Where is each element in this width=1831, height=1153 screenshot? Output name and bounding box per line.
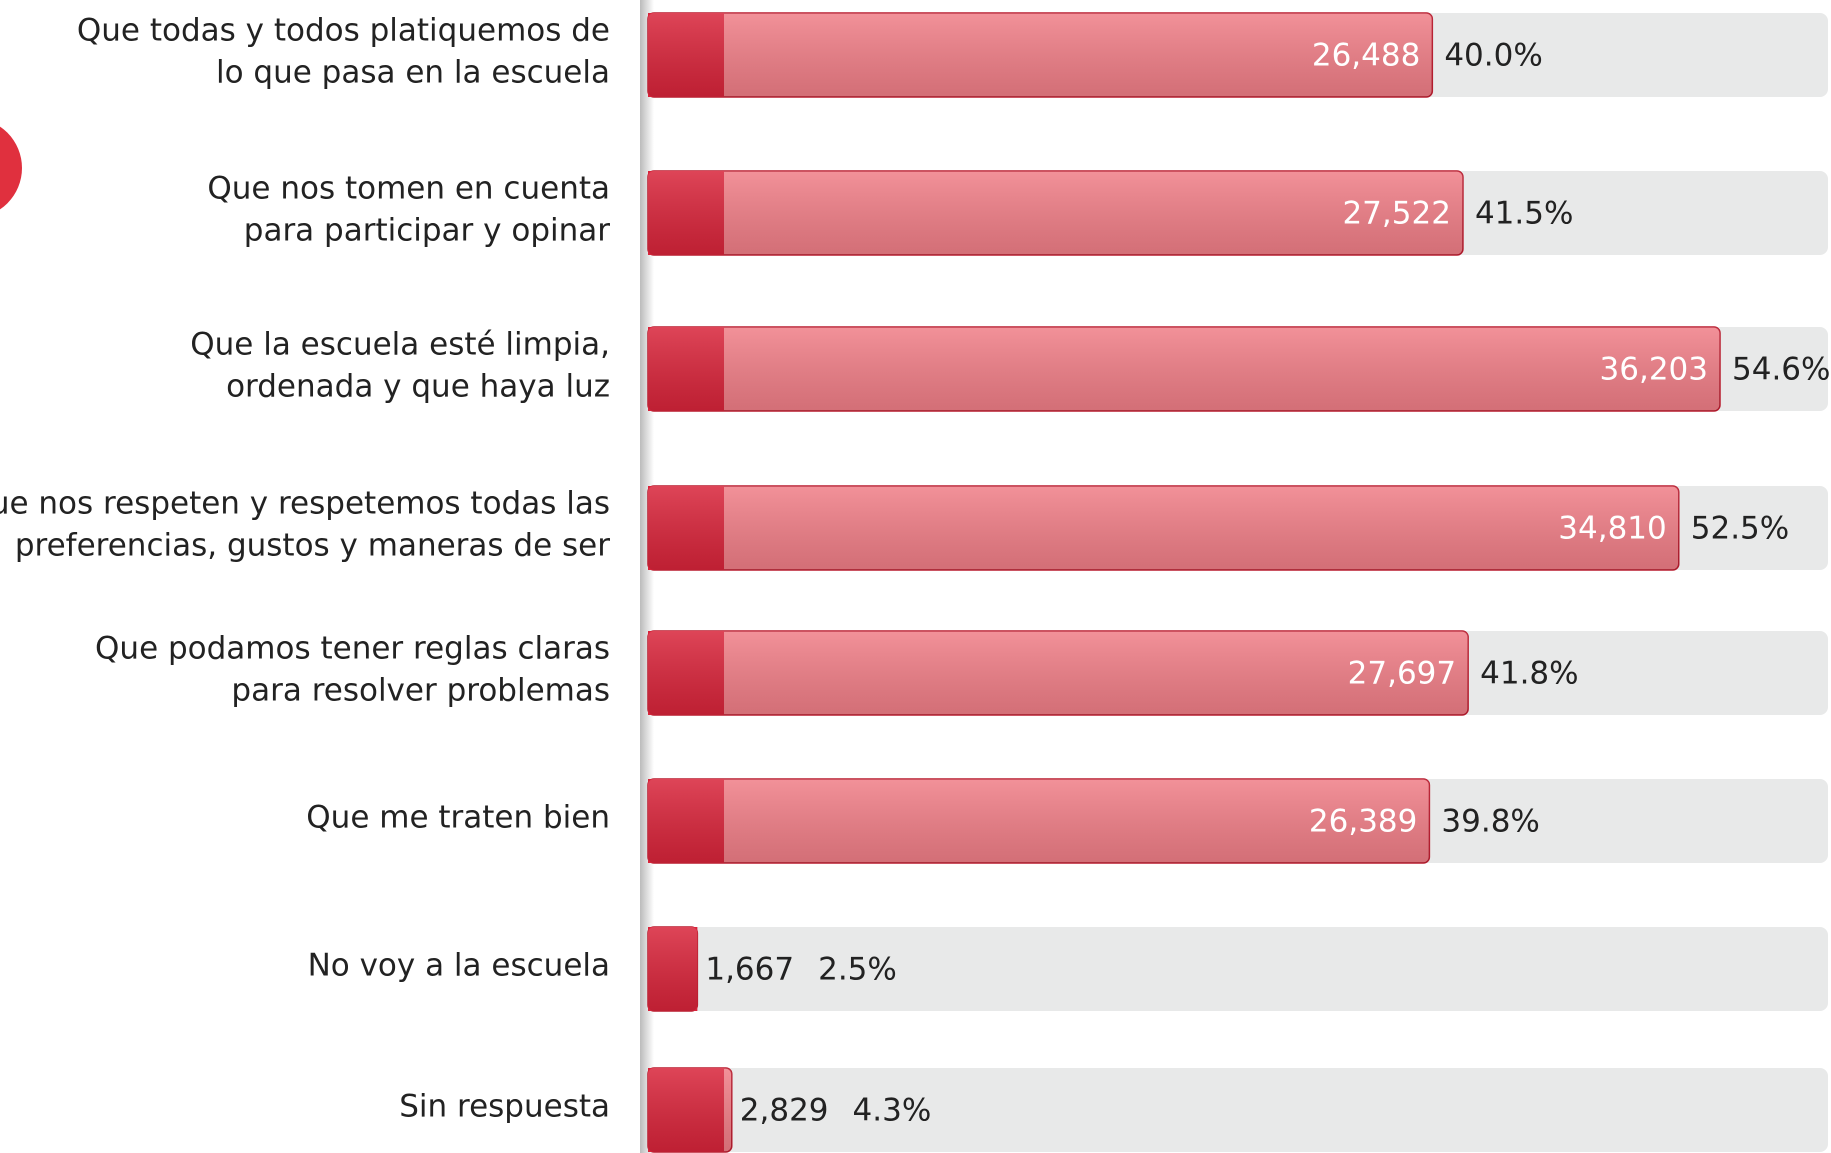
bar-shade [648, 327, 1720, 411]
percentage-label: 52.5% [1691, 511, 1789, 547]
value-label: 36,203 [1600, 352, 1708, 388]
axis-shadow [640, 0, 654, 1153]
category-label: Que nos respeten y respetemos todas las [0, 486, 610, 522]
percentage-label: 54.6% [1732, 352, 1830, 388]
category-label: lo que pasa en la escuela [216, 55, 610, 91]
percentage-label: 40.0% [1444, 38, 1542, 74]
value-label: 27,697 [1348, 656, 1456, 692]
bar-shade [648, 631, 1469, 715]
decoration-circle [0, 126, 22, 210]
bar-shade [648, 486, 1679, 570]
category-label: No voy a la escuela [308, 948, 610, 984]
category-label: Que todas y todos platiquemos de [77, 13, 610, 49]
category-label: Que nos tomen en cuenta [207, 171, 610, 207]
percentage-label: 39.8% [1441, 804, 1539, 840]
value-label: 34,810 [1558, 511, 1666, 547]
value-label: 26,389 [1309, 804, 1417, 840]
percentage-label: 41.5% [1475, 196, 1573, 232]
category-label: preferencias, gustos y maneras de ser [15, 528, 610, 564]
category-label: Sin respuesta [399, 1089, 610, 1125]
bar-shade [648, 13, 1433, 97]
value-label: 2,829 [740, 1093, 829, 1129]
category-label: Que me traten bien [306, 800, 610, 836]
value-label: 26,488 [1312, 38, 1420, 74]
track [648, 1068, 1828, 1152]
category-label: ordenada y que haya luz [226, 369, 610, 405]
category-label: para participar y opinar [244, 213, 610, 249]
category-label: Que podamos tener reglas claras [95, 631, 610, 667]
track [648, 927, 1828, 1011]
value-label: 1,667 [705, 952, 794, 988]
value-label: 27,522 [1342, 196, 1450, 232]
category-label: para resolver problemas [231, 673, 610, 709]
bar-shade [648, 927, 698, 1011]
bar-shade [648, 1068, 732, 1152]
percentage-label: 41.8% [1480, 656, 1578, 692]
bar-shade [648, 779, 1430, 863]
percentage-label: 4.3% [853, 1093, 932, 1129]
category-label: Que la escuela esté limpia, [190, 327, 610, 363]
percentage-label: 2.5% [818, 952, 897, 988]
bar-shade [648, 171, 1463, 255]
